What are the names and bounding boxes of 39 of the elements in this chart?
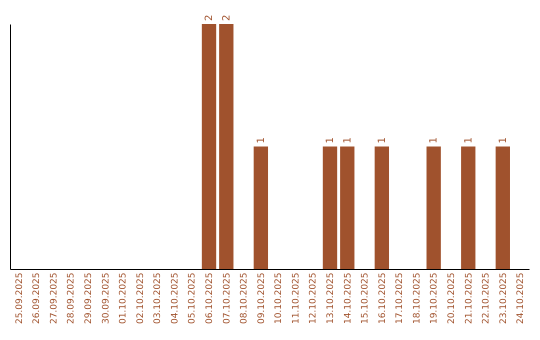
x-tick-label: 22.10.2025 (482, 272, 492, 324)
x-tick-label: 01.10.2025 (118, 272, 129, 324)
x-tick-label: 09.10.2025 (256, 272, 267, 324)
x-tick-label: 14.10.2025 (343, 272, 354, 324)
data-label: 1 (342, 137, 354, 144)
x-tick-label: 24.10.2025 (516, 272, 526, 324)
x-tick-label: 02.10.2025 (136, 272, 146, 324)
x-tick-label: 23.10.2025 (498, 272, 509, 324)
x-tick-label: 28.09.2025 (66, 272, 77, 324)
x-tick-label: 16.10.2025 (378, 272, 388, 324)
x-tick-label: 26.09.2025 (32, 272, 42, 324)
x-tick-label: 18.10.2025 (412, 272, 422, 324)
x-tick-label: 25.09.2025 (14, 272, 25, 324)
x-tick-label: 07.10.2025 (222, 272, 232, 324)
x-tick-label: 06.10.2025 (205, 272, 216, 324)
x-tick-label: 03.10.2025 (153, 272, 164, 324)
x-tick-label: 13.10.2025 (326, 272, 336, 324)
data-label: 2 (221, 14, 232, 21)
data-label: 1 (324, 137, 336, 144)
data-label: 1 (376, 137, 388, 144)
x-tick-label: 08.10.2025 (240, 272, 250, 324)
x-tick-label: 10.10.2025 (274, 272, 284, 324)
x-tick-label: 04.10.2025 (170, 272, 180, 324)
data-label: 2 (204, 14, 216, 21)
x-tick-label: 05.10.2025 (188, 272, 198, 324)
x-tick-label: 27.09.2025 (49, 272, 60, 324)
data-label: 1 (498, 137, 509, 144)
x-tick-label: 19.10.2025 (430, 272, 440, 324)
x-tick-label: 30.09.2025 (101, 272, 112, 324)
x-tick-label: 20.10.2025 (446, 272, 457, 324)
x-tick-label: 12.10.2025 (308, 272, 319, 324)
x-tick-label: 29.09.2025 (84, 272, 94, 324)
x-tick-label: 11.10.2025 (291, 272, 302, 324)
x-tick-label: 17.10.2025 (395, 272, 406, 324)
x-tick-label: 21.10.2025 (464, 272, 474, 324)
data-label: 1 (256, 137, 267, 144)
x-tick-label: 15.10.2025 (360, 272, 371, 324)
data-label: 1 (463, 137, 474, 144)
data-label: 1 (428, 137, 440, 144)
